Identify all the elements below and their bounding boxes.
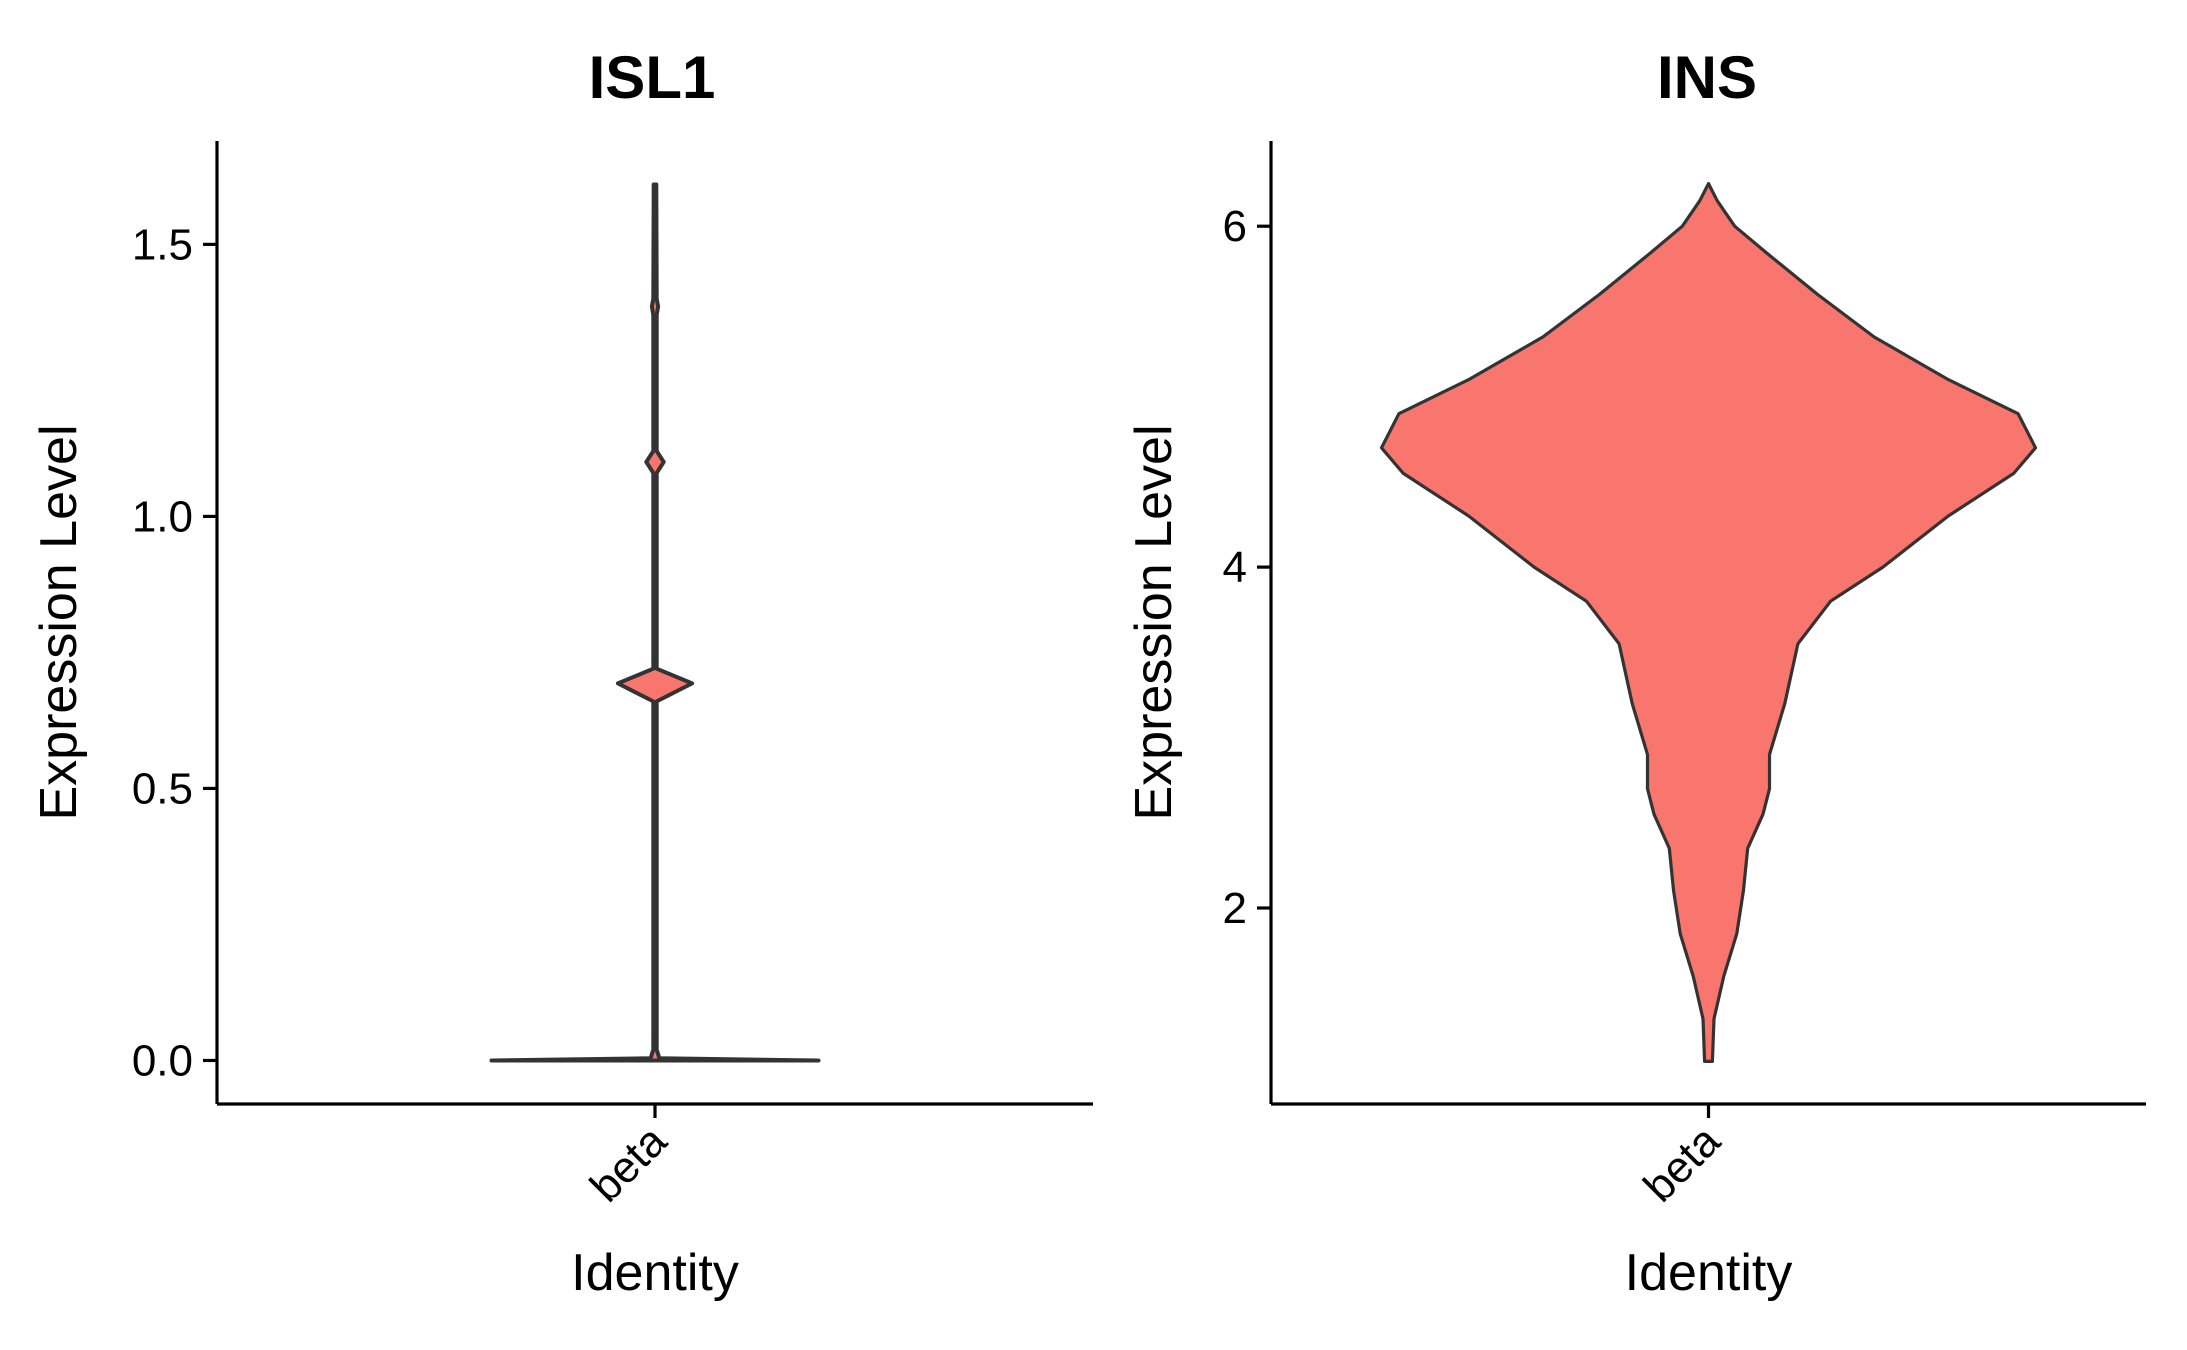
y-tick-label: 0.0 [132,1036,193,1085]
violin-beta [1379,182,2038,1063]
y-tick-label: 1.0 [132,492,193,541]
x-tick-label: beta [581,1116,677,1212]
y-axis-title: Expression Level [1125,425,1183,821]
panel-title: INS [1657,44,1757,111]
y-tick-label: 0.5 [132,764,193,813]
x-axis-title: Identity [1625,1244,1793,1302]
y-tick-label: 1.5 [132,220,193,269]
x-tick-label: beta [1634,1116,1730,1212]
y-tick-label: 4 [1223,543,1247,592]
panel-isl1: ISL1 0.0 0.5 1.0 1.5 beta Identity Expression L… [30,44,1093,1302]
panel-title: ISL1 [589,44,716,111]
panel-ins: INS 2 4 6 beta Identity Expression Level [1125,44,2146,1302]
x-axis-title: Identity [571,1244,739,1302]
y-tick-label: 6 [1223,202,1247,251]
violin-beta [489,182,821,1063]
y-tick-label: 2 [1223,884,1247,933]
y-axis-title: Expression Level [30,425,88,821]
